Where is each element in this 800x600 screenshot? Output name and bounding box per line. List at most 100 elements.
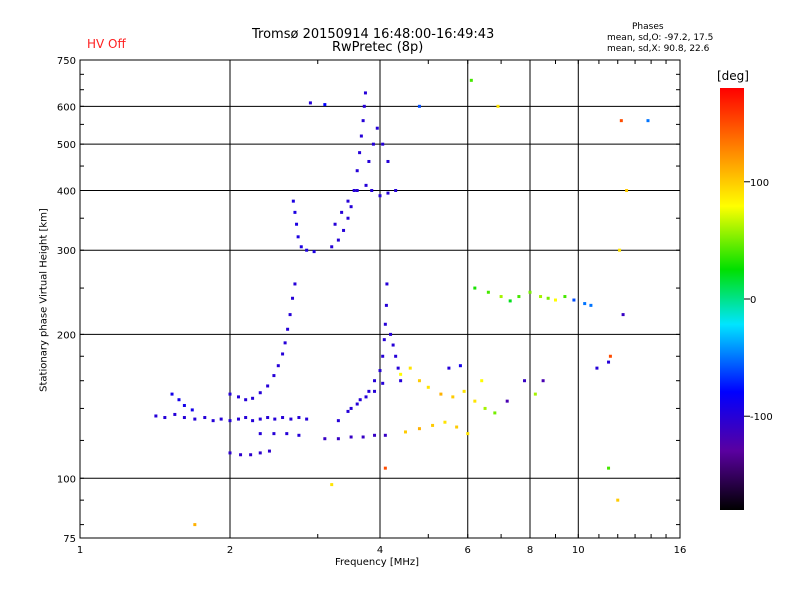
data-point [355,402,359,406]
y-tick-label: 400 [57,186,76,197]
data-point [384,303,388,307]
data-point [462,389,466,393]
data-point [297,416,301,420]
data-point [228,419,232,423]
data-point [336,437,340,441]
data-point [244,416,248,420]
data-point [541,379,545,383]
data-point [305,248,309,252]
data-point [358,398,362,402]
data-point [480,379,484,383]
data-point [336,238,340,242]
data-point [297,433,301,437]
data-point [508,299,512,303]
data-point [296,235,300,239]
y-tick-label: 750 [57,56,76,67]
data-point [363,91,367,95]
data-point [483,406,487,410]
data-point [349,205,353,209]
data-point [466,432,470,436]
data-point [589,303,593,307]
data-point [358,151,362,155]
data-point [272,432,276,436]
data-point [458,364,462,368]
data-point [386,191,390,195]
data-point [323,103,327,107]
data-point [367,159,371,163]
y-tick-label: 100 [57,474,76,485]
data-point [426,385,430,389]
data-point [371,142,375,146]
data-point [386,159,390,163]
data-point [625,188,629,192]
data-point [273,417,277,421]
colorbar-tick-label: -100 [750,412,773,423]
data-point [291,296,295,300]
data-point [493,411,497,415]
data-point [608,354,612,358]
data-point [394,354,398,358]
hv-status-label: HV Off [87,37,126,51]
data-point [607,466,611,470]
data-point [533,392,537,396]
data-point [607,360,611,364]
data-point [381,354,385,358]
data-point [249,453,253,457]
data-point [346,409,350,413]
data-point [236,417,240,421]
data-point [473,399,477,403]
data-point [361,435,365,439]
data-point [288,313,292,317]
y-tick-label: 200 [57,330,76,341]
data-point [391,343,395,347]
data-point [385,282,389,286]
data-point [517,295,521,299]
data-point [394,188,398,192]
data-point [375,126,379,130]
data-point [364,395,368,399]
data-point [373,389,377,393]
data-point [408,366,412,370]
x-tick-label: 2 [227,545,233,556]
data-point [355,169,359,173]
y-tick-label: 600 [57,102,76,113]
data-point [619,119,623,123]
data-point [621,313,625,317]
data-point [539,295,543,299]
data-point [378,369,382,373]
data-point [295,222,299,226]
data-point [389,332,393,336]
phases-x-stats: mean, sd,X: 90.8, 22.6 [607,44,710,54]
data-point [469,78,473,82]
data-point [352,188,356,192]
x-axis-label: Frequency [MHz] [335,557,420,568]
data-point [486,290,490,294]
data-point [236,395,240,399]
data-point [499,295,503,299]
data-point [258,451,262,455]
data-points [154,78,650,527]
data-point [553,298,557,302]
axis-ticks [79,59,681,538]
data-point [346,216,350,220]
data-point [330,483,334,487]
y-tick-label: 300 [57,246,76,257]
data-point [193,417,197,421]
data-point [333,222,337,226]
grid-lines [80,60,680,538]
data-point [431,423,435,427]
colorbar-tick-label: 0 [750,295,756,306]
data-point [251,419,255,423]
data-point [381,142,385,146]
data-point [289,417,293,421]
data-point [373,433,377,437]
data-point [362,104,366,108]
data-point [439,392,443,396]
data-point [330,245,334,249]
data-point [595,366,599,370]
data-point [342,228,346,232]
data-point [177,398,181,402]
data-point [546,296,550,300]
data-point [286,327,290,331]
data-point [239,453,243,457]
